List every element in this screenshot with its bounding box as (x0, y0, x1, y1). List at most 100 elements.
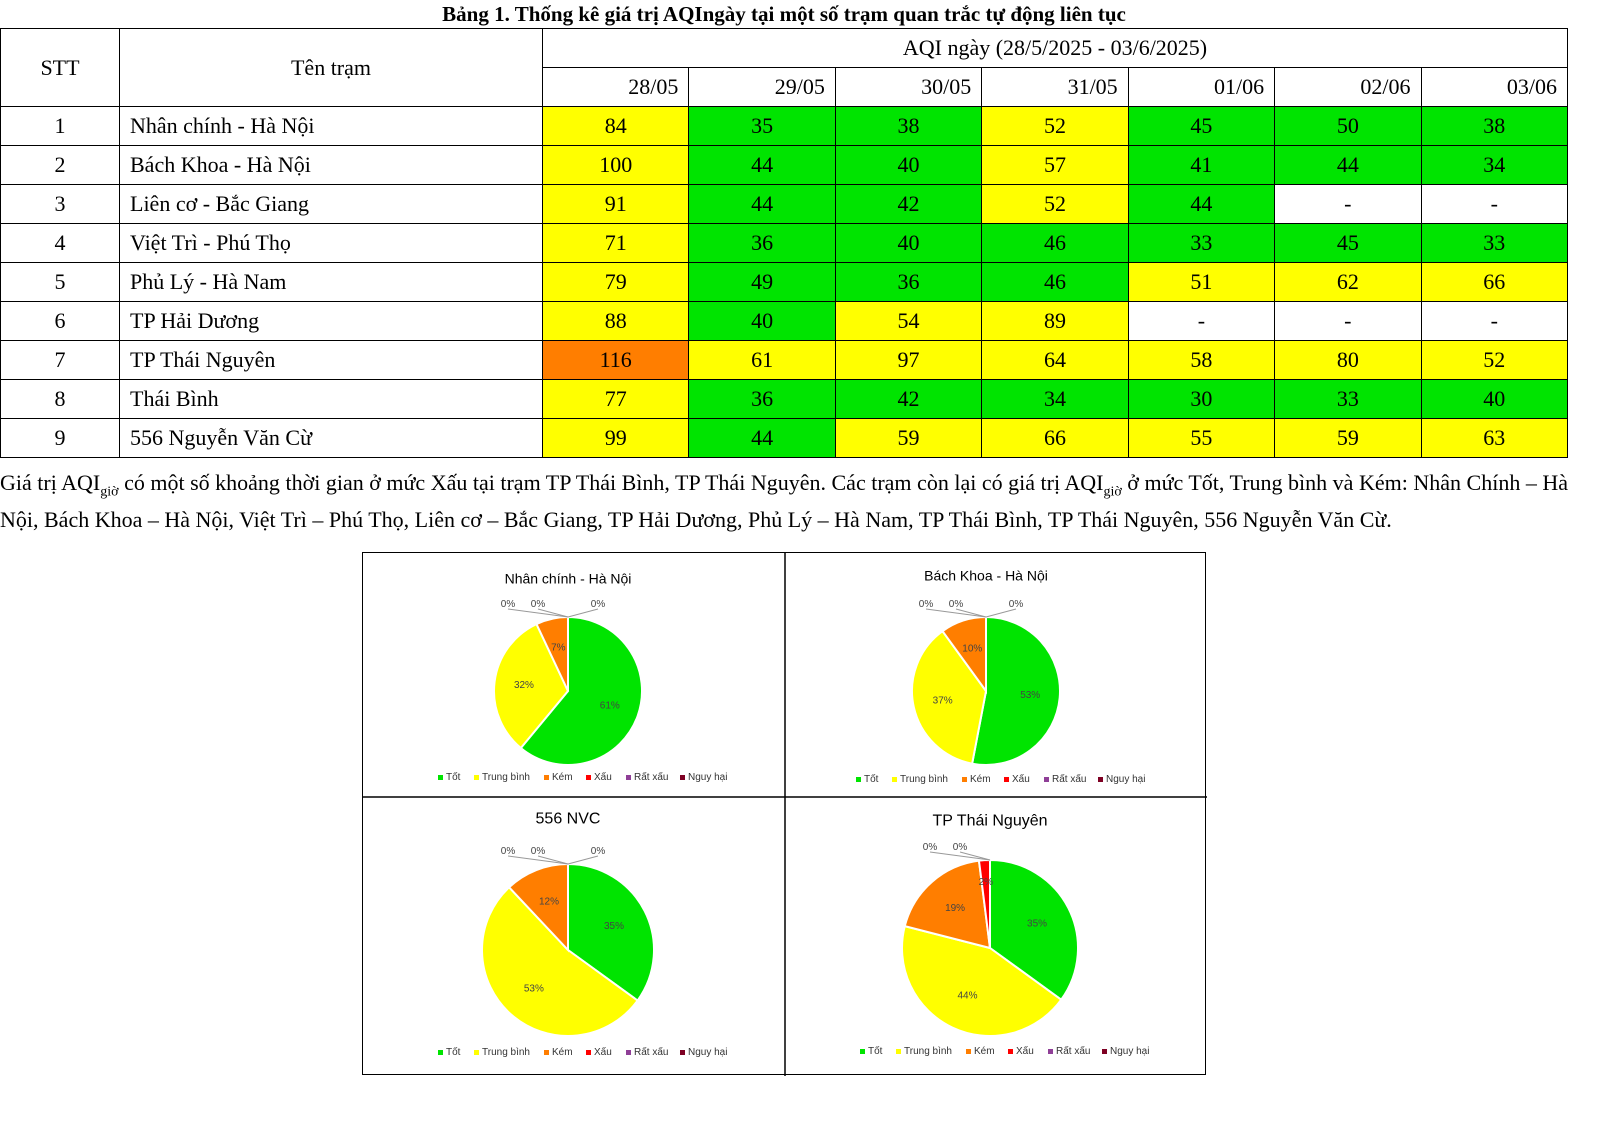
cell-aqi: 36 (834, 262, 983, 302)
legend-swatch (438, 1050, 443, 1055)
header-date: 31/05 (981, 67, 1129, 107)
cell-aqi: 41 (1127, 145, 1276, 185)
legend-entry: Tốt (446, 1046, 461, 1058)
legend-swatch (680, 775, 685, 780)
pie-charts-panel: Nhân chính - Hà Nội 61% 32% 7% 0% 0% 0% Tốt Trun… (362, 552, 1207, 1076)
cell-aqi: 45 (1127, 106, 1276, 146)
cell-aqi: 34 (1420, 145, 1569, 185)
cell-aqi: 45 (1274, 223, 1422, 263)
data-label: 44% (958, 990, 978, 1001)
legend-swatch (1008, 1049, 1013, 1054)
pie-chart: Bách Khoa - Hà Nội 53% 37% 10% 0% 0% 0% Tốt Trun… (856, 567, 1145, 785)
header-station: Tên trạm (119, 28, 543, 107)
legend-entry: Xấu (594, 771, 612, 783)
cell-aqi: - (1127, 301, 1276, 341)
cell-aqi: 63 (1420, 418, 1569, 458)
data-label: 19% (945, 903, 965, 914)
cell-aqi: - (1274, 184, 1422, 224)
legend-entry: Rất xấu (1056, 1045, 1090, 1057)
data-label: 0% (1009, 599, 1024, 610)
cell-aqi: 59 (1274, 418, 1422, 458)
cell-aqi: 64 (981, 340, 1129, 380)
legend-swatch (1004, 777, 1009, 782)
legend-swatch (474, 775, 479, 780)
cell-station: Liên cơ - Bắc Giang (119, 184, 543, 224)
data-label: 53% (1020, 690, 1040, 701)
note-paragraph: Giá trị AQIgiờ có một số khoảng thời gia… (0, 469, 1568, 534)
note-sub: giờ (1103, 484, 1122, 500)
cell-station: 556 Nguyễn Văn Cừ (119, 418, 543, 458)
cell-aqi: 40 (834, 223, 983, 263)
cell-station: TP Thái Nguyên (119, 340, 543, 380)
cell-aqi: 62 (1274, 262, 1422, 302)
pie-slice (970, 615, 1061, 766)
cell-aqi: 55 (1127, 418, 1276, 458)
cell-aqi: 50 (1274, 106, 1422, 146)
leader-line (567, 608, 599, 618)
cell-stt: 1 (0, 106, 120, 146)
header-date: 02/06 (1274, 67, 1422, 107)
legend-entry: Xấu (1012, 773, 1030, 785)
legend-entry: Xấu (1016, 1045, 1034, 1057)
legend-swatch (856, 777, 861, 782)
legend-swatch (1048, 1049, 1053, 1054)
cell-stt: 5 (0, 262, 120, 302)
table-row: 3 Liên cơ - Bắc Giang 91 44 42 52 44- - (0, 184, 1569, 224)
cell-aqi: 44 (688, 184, 836, 224)
data-label: 0% (531, 599, 546, 610)
pie-chart: 556 NVC 35% 53% 12% 0% 0% 0% Tốt Trung bình Kém Xấ… (438, 810, 727, 1058)
data-label: 53% (524, 983, 544, 994)
cell-aqi: - (1420, 184, 1569, 224)
cell-aqi: 40 (834, 145, 983, 185)
legend-swatch (962, 777, 967, 782)
cell-aqi: 46 (981, 223, 1129, 263)
header-aqi-group: AQI ngày (28/5/2025 - 03/6/2025) (542, 28, 1568, 68)
legend-entry: Trung bình (904, 1046, 952, 1057)
pie-charts-svg: Nhân chính - Hà Nội 61% 32% 7% 0% 0% 0% Tốt Trun… (363, 553, 1207, 1076)
pie-chart: TP Thái Nguyên 35% 44% 19% 2% 0% 0% Tốt Trung bì… (860, 812, 1149, 1057)
cell-stt: 9 (0, 418, 120, 458)
cell-aqi: 30 (1127, 379, 1276, 419)
header-date: 30/05 (834, 67, 983, 107)
leader-line (567, 855, 599, 865)
leader-line (925, 608, 987, 618)
cell-station: Phủ Lý - Hà Nam (119, 262, 543, 302)
cell-stt: 7 (0, 340, 120, 380)
legend-entry: Kém (974, 1046, 995, 1057)
pie-title: Bách Khoa - Hà Nội (924, 567, 1048, 583)
pie-slice (903, 859, 992, 950)
leader-line (507, 855, 569, 865)
data-label: 7% (551, 642, 566, 653)
legend-swatch (626, 775, 631, 780)
cell-aqi: 54 (834, 301, 983, 341)
cell-aqi: 42 (834, 184, 983, 224)
table-row: 7 TP Thái Nguyên 116 61 97 64 58 80 52 (0, 340, 1569, 380)
cell-aqi: 35 (688, 106, 836, 146)
legend-swatch (1102, 1049, 1107, 1054)
cell-station: Thái Bình (119, 379, 543, 419)
note-text: có một số khoảng thời gian ở mức Xấu tại… (118, 470, 1104, 495)
legend-entry: Kém (552, 1047, 573, 1058)
cell-aqi: 99 (541, 418, 690, 458)
legend-entry: Tốt (864, 773, 879, 785)
leader-line (507, 608, 569, 618)
data-label: 12% (539, 897, 559, 908)
legend-swatch (586, 775, 591, 780)
legend-swatch (860, 1049, 865, 1054)
pie-slice (493, 622, 570, 750)
cell-aqi: 38 (834, 106, 983, 146)
note-sub: giờ (100, 484, 119, 500)
header-date: 01/06 (1127, 67, 1276, 107)
cell-aqi: 52 (1420, 340, 1569, 380)
cell-aqi: 40 (1420, 379, 1569, 419)
header-stt: STT (0, 28, 120, 107)
legend-entry: Trung bình (900, 774, 948, 785)
pie-chart: Nhân chính - Hà Nội 61% 32% 7% 0% 0% 0% Tốt Trun… (438, 570, 727, 783)
cell-aqi: 116 (541, 340, 690, 380)
legend-entry: Rất xấu (634, 1046, 668, 1058)
cell-aqi: 77 (541, 379, 690, 419)
cell-aqi: 44 (1127, 184, 1276, 224)
legend-entry: Tốt (868, 1045, 883, 1057)
pie-slice (911, 629, 988, 765)
cell-aqi: 33 (1420, 223, 1569, 263)
